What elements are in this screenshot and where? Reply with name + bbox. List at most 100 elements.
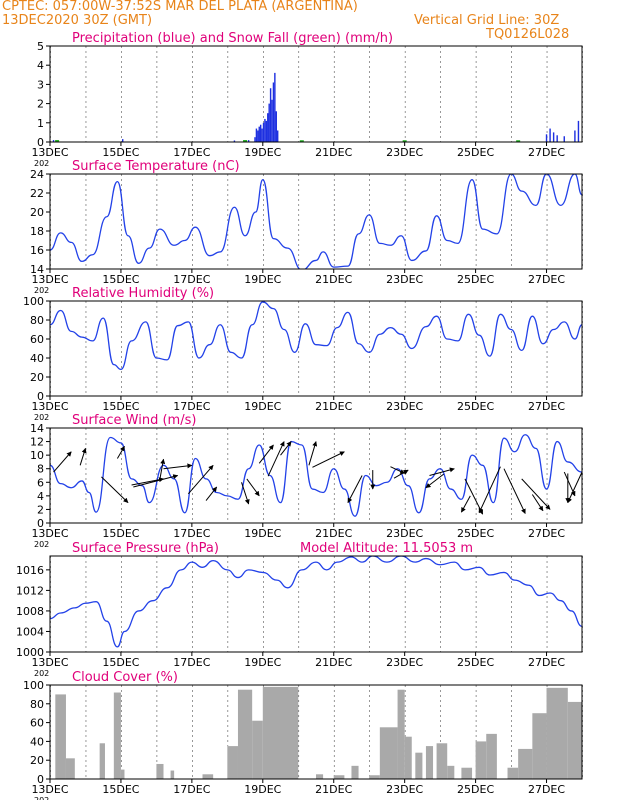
precip-bar bbox=[276, 130, 279, 142]
x-tick-label: 19DEC bbox=[244, 273, 281, 286]
cloud-bar bbox=[532, 713, 547, 779]
x-tick-label: 13DEC bbox=[31, 146, 68, 159]
x-tick-label: 15DEC bbox=[102, 273, 139, 286]
precip-bar bbox=[552, 132, 555, 142]
panel-frame bbox=[49, 555, 583, 653]
wind-arrow bbox=[425, 473, 444, 489]
y-tick-label: 4 bbox=[37, 490, 44, 503]
precip-bar bbox=[271, 99, 273, 142]
precip-bar bbox=[255, 128, 258, 142]
wind-arrow bbox=[347, 475, 363, 504]
wind-arrow bbox=[267, 441, 285, 477]
y-tick-label: 1012 bbox=[16, 584, 44, 597]
y-tick-label: 40 bbox=[30, 735, 44, 748]
x-tick-label: 19DEC bbox=[244, 146, 281, 159]
panel-humidity: 0 20 40 60 80 100 13DEC 15DEC 17DEC 19DEC 21DEC 23D… bbox=[23, 286, 583, 422]
x-tick-label: 17DEC bbox=[173, 400, 210, 413]
cloud-bar bbox=[436, 743, 448, 779]
wind-arrow bbox=[393, 469, 409, 479]
precip-bar bbox=[262, 122, 265, 142]
cloud-bar bbox=[486, 733, 497, 779]
x-tick-label: 23DEC bbox=[386, 400, 423, 413]
wind-arrow bbox=[563, 471, 576, 497]
x-tick-label: 25DEC bbox=[457, 527, 494, 540]
cloud-bar bbox=[461, 767, 473, 779]
y-tick-label: 18 bbox=[30, 225, 44, 238]
x-tick-label: 15DEC bbox=[102, 656, 139, 669]
wind-arrow bbox=[79, 447, 87, 466]
wind-arrow bbox=[53, 451, 72, 473]
precip-bar bbox=[259, 124, 262, 142]
precip-bar bbox=[274, 72, 276, 142]
precip-bar bbox=[265, 120, 268, 142]
y-tick-label: 22 bbox=[30, 187, 44, 200]
precip-bar bbox=[261, 128, 263, 142]
y-tick-label: 60 bbox=[30, 333, 44, 346]
precip-bar bbox=[549, 128, 551, 142]
wind-arrow bbox=[258, 444, 274, 464]
year-stub: 202 bbox=[34, 796, 49, 800]
wind-arrow bbox=[246, 478, 260, 497]
cloud-bar bbox=[369, 775, 380, 779]
cloud-bar bbox=[567, 701, 582, 779]
panel-cloud: 0 20 40 60 80 100 13DEC 15DEC 17DEC 19DEC 21DEC 23D… bbox=[23, 670, 583, 800]
cloud-bar bbox=[55, 694, 66, 779]
cloud-bar bbox=[415, 752, 423, 779]
wind-arrow bbox=[131, 477, 164, 486]
panel-frame bbox=[49, 300, 583, 397]
x-tick-label: 21DEC bbox=[315, 656, 352, 669]
x-tick-label: 27DEC bbox=[528, 656, 565, 669]
precip-bar bbox=[264, 118, 266, 142]
y-tick-label: 3 bbox=[37, 78, 44, 91]
wind-arrow bbox=[464, 478, 484, 515]
cloud-bar bbox=[447, 765, 455, 779]
y-tick-label: 20 bbox=[30, 371, 44, 384]
snow-bar bbox=[402, 140, 407, 142]
wind-line bbox=[50, 434, 582, 517]
wind-arrow bbox=[478, 466, 501, 514]
precip-bar bbox=[247, 140, 250, 142]
x-tick-label: 15DEC bbox=[102, 527, 139, 540]
wind-arrow bbox=[241, 482, 250, 505]
x-tick-label: 13DEC bbox=[31, 273, 68, 286]
cloud-bar bbox=[475, 741, 487, 779]
precip-bar bbox=[563, 136, 565, 142]
panel-frame bbox=[49, 173, 583, 270]
y-tick-label: 2 bbox=[37, 98, 44, 111]
panel-title: Surface Wind (m/s) bbox=[72, 413, 196, 428]
y-tick-label: 1004 bbox=[16, 625, 44, 638]
y-tick-label: 20 bbox=[30, 754, 44, 767]
precip-bar bbox=[556, 135, 558, 142]
precip-bar bbox=[52, 140, 55, 142]
wind-arrow bbox=[460, 495, 471, 513]
run-id: TQ0126L028 bbox=[486, 27, 570, 42]
panel-pressure: 1000 1004 1008 1012 1016 13DEC 15DEC 17DEC 19DEC… bbox=[16, 541, 583, 678]
x-tick-label: 27DEC bbox=[528, 146, 565, 159]
wind-arrow bbox=[503, 468, 526, 514]
snow-bar bbox=[55, 140, 60, 142]
cloud-bar bbox=[170, 770, 175, 779]
cloud-bar bbox=[507, 767, 519, 779]
wind-arrow bbox=[567, 471, 583, 504]
y-tick-label: 14 bbox=[30, 263, 44, 276]
y-tick-label: 0 bbox=[37, 773, 44, 786]
precip-bar bbox=[268, 103, 270, 142]
panel-frame bbox=[49, 45, 583, 143]
cloud-bar bbox=[65, 758, 75, 779]
x-tick-label: 21DEC bbox=[315, 146, 352, 159]
x-tick-label: 13DEC bbox=[31, 783, 68, 796]
precip-bar bbox=[272, 82, 275, 142]
x-tick-label: 23DEC bbox=[386, 527, 423, 540]
wind-arrow bbox=[187, 464, 214, 495]
x-tick-label: 21DEC bbox=[315, 400, 352, 413]
panel-temperature: 14 16 18 20 22 24 13DEC 15DEC 17DEC 19DEC 21DEC 23D… bbox=[30, 159, 583, 295]
panel-title: Surface Pressure (hPa) bbox=[72, 541, 219, 556]
x-tick-label: 27DEC bbox=[528, 527, 565, 540]
year-stub: 202 bbox=[34, 540, 49, 549]
precip-bar bbox=[258, 126, 260, 142]
wind-arrow bbox=[133, 474, 179, 488]
y-tick-label: 1 bbox=[37, 117, 44, 130]
wind-arrow bbox=[308, 441, 318, 466]
x-tick-label: 17DEC bbox=[173, 783, 210, 796]
